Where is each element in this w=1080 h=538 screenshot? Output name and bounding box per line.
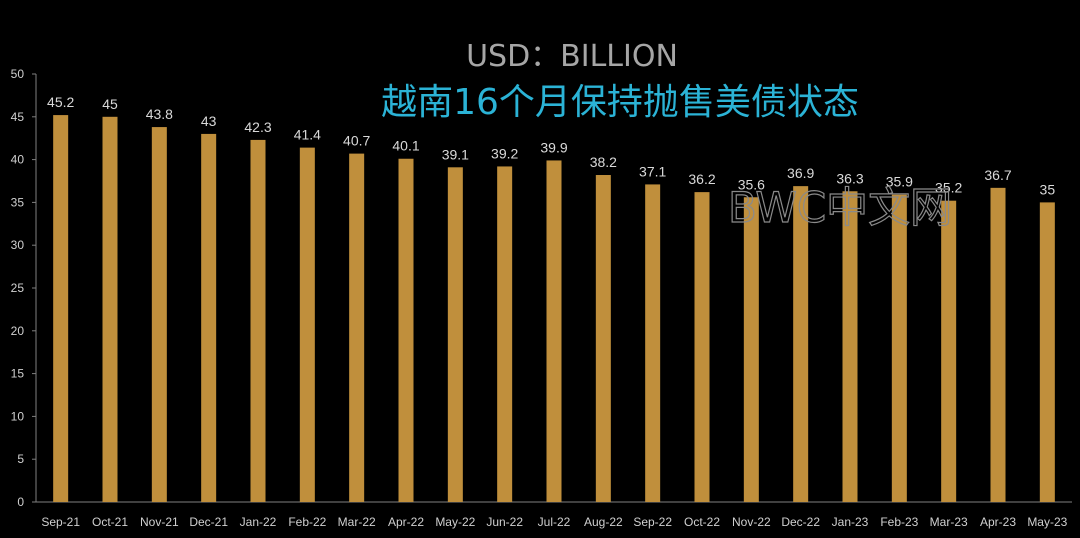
- data-label: 37.1: [639, 163, 666, 179]
- bar: [595, 175, 611, 502]
- bar: [447, 167, 463, 502]
- y-tick-label: 5: [17, 452, 24, 466]
- data-label: 36.9: [787, 165, 814, 181]
- x-tick-label: May-23: [1027, 515, 1067, 529]
- bar: [743, 197, 759, 503]
- y-tick-label: 10: [11, 409, 25, 423]
- data-label: 42.3: [244, 119, 271, 135]
- bar: [546, 160, 562, 502]
- data-label: 39.1: [442, 146, 469, 162]
- x-tick-label: Jan-22: [240, 515, 277, 529]
- chart-subtitle: 越南16个月保持抛售美债状态: [381, 82, 859, 123]
- x-tick-label: Oct-22: [684, 515, 720, 529]
- bar: [349, 153, 365, 502]
- y-tick-label: 40: [11, 153, 25, 167]
- bar: [398, 158, 414, 502]
- bar: [53, 115, 69, 502]
- y-tick-label: 30: [11, 238, 25, 252]
- data-label: 43: [201, 113, 217, 129]
- data-label: 43.8: [146, 106, 173, 122]
- x-tick-label: Jan-23: [832, 515, 869, 529]
- x-tick-label: Jun-22: [486, 515, 523, 529]
- x-tick-label: Sep-21: [41, 515, 80, 529]
- data-label: 41.4: [294, 127, 321, 143]
- x-tick-label: Feb-22: [288, 515, 326, 529]
- x-tick-label: Nov-22: [732, 515, 771, 529]
- data-labels: 45.2 45 43.8 43 42.3 41.4 40.7 40.1 39.1 39.2 39.9…: [47, 94, 1055, 197]
- x-tick-label: Feb-23: [880, 515, 918, 529]
- bar: [250, 139, 266, 503]
- bar: [497, 166, 513, 502]
- bar-series: [53, 115, 1055, 503]
- x-tick-label: Sep-22: [633, 515, 672, 529]
- x-tick-label: May-22: [435, 515, 475, 529]
- data-label: 45.2: [47, 94, 74, 110]
- y-tick-label: 50: [11, 67, 25, 81]
- x-tick-label: Dec-22: [781, 515, 820, 529]
- bar: [102, 116, 118, 503]
- y-axis-ticks: 0 5 10 15 20 25 30 35 40 45 50: [11, 67, 36, 509]
- x-tick-label: Mar-23: [930, 515, 968, 529]
- data-label: 39.9: [540, 139, 567, 155]
- y-tick-label: 20: [11, 324, 25, 338]
- x-tick-label: Jul-22: [538, 515, 571, 529]
- data-label: 40.1: [392, 138, 419, 154]
- data-label: 36.2: [688, 171, 715, 187]
- y-tick-label: 0: [17, 495, 24, 509]
- data-label: 35.6: [738, 176, 765, 192]
- bar: [941, 200, 957, 503]
- chart-title: USD：BILLION: [466, 39, 678, 74]
- bar: [842, 191, 858, 502]
- x-tick-label: Apr-22: [388, 515, 424, 529]
- data-label: 35.9: [886, 174, 913, 190]
- bar: [1039, 202, 1055, 502]
- y-tick-label: 25: [11, 281, 25, 295]
- bar: [694, 192, 710, 503]
- bar: [793, 186, 809, 503]
- x-tick-label: Mar-22: [338, 515, 376, 529]
- x-tick-label: Oct-21: [92, 515, 128, 529]
- bar: [299, 147, 315, 502]
- data-label: 36.7: [984, 167, 1011, 183]
- y-tick-label: 45: [11, 110, 25, 124]
- x-axis-ticks: Sep-21 Oct-21 Nov-21 Dec-21 Jan-22 Feb-22 Mar-…: [41, 515, 1067, 529]
- bar: [201, 133, 217, 503]
- data-label: 38.2: [590, 154, 617, 170]
- bar: [151, 127, 167, 503]
- data-label: 45: [102, 96, 118, 112]
- x-tick-label: Aug-22: [584, 515, 623, 529]
- bar: [645, 184, 661, 502]
- x-tick-label: Apr-23: [980, 515, 1016, 529]
- x-tick-label: Dec-21: [189, 515, 228, 529]
- y-tick-label: 15: [11, 367, 25, 381]
- y-tick-label: 35: [11, 195, 25, 209]
- data-label: 40.7: [343, 133, 370, 149]
- bar: [990, 187, 1006, 502]
- data-label: 36.3: [836, 170, 863, 186]
- watermark: BWC中文网: [728, 183, 952, 232]
- bar: [891, 194, 907, 503]
- x-tick-label: Nov-21: [140, 515, 179, 529]
- data-label: 35: [1040, 181, 1056, 197]
- data-label: 39.2: [491, 145, 518, 161]
- data-label: 35.2: [935, 180, 962, 196]
